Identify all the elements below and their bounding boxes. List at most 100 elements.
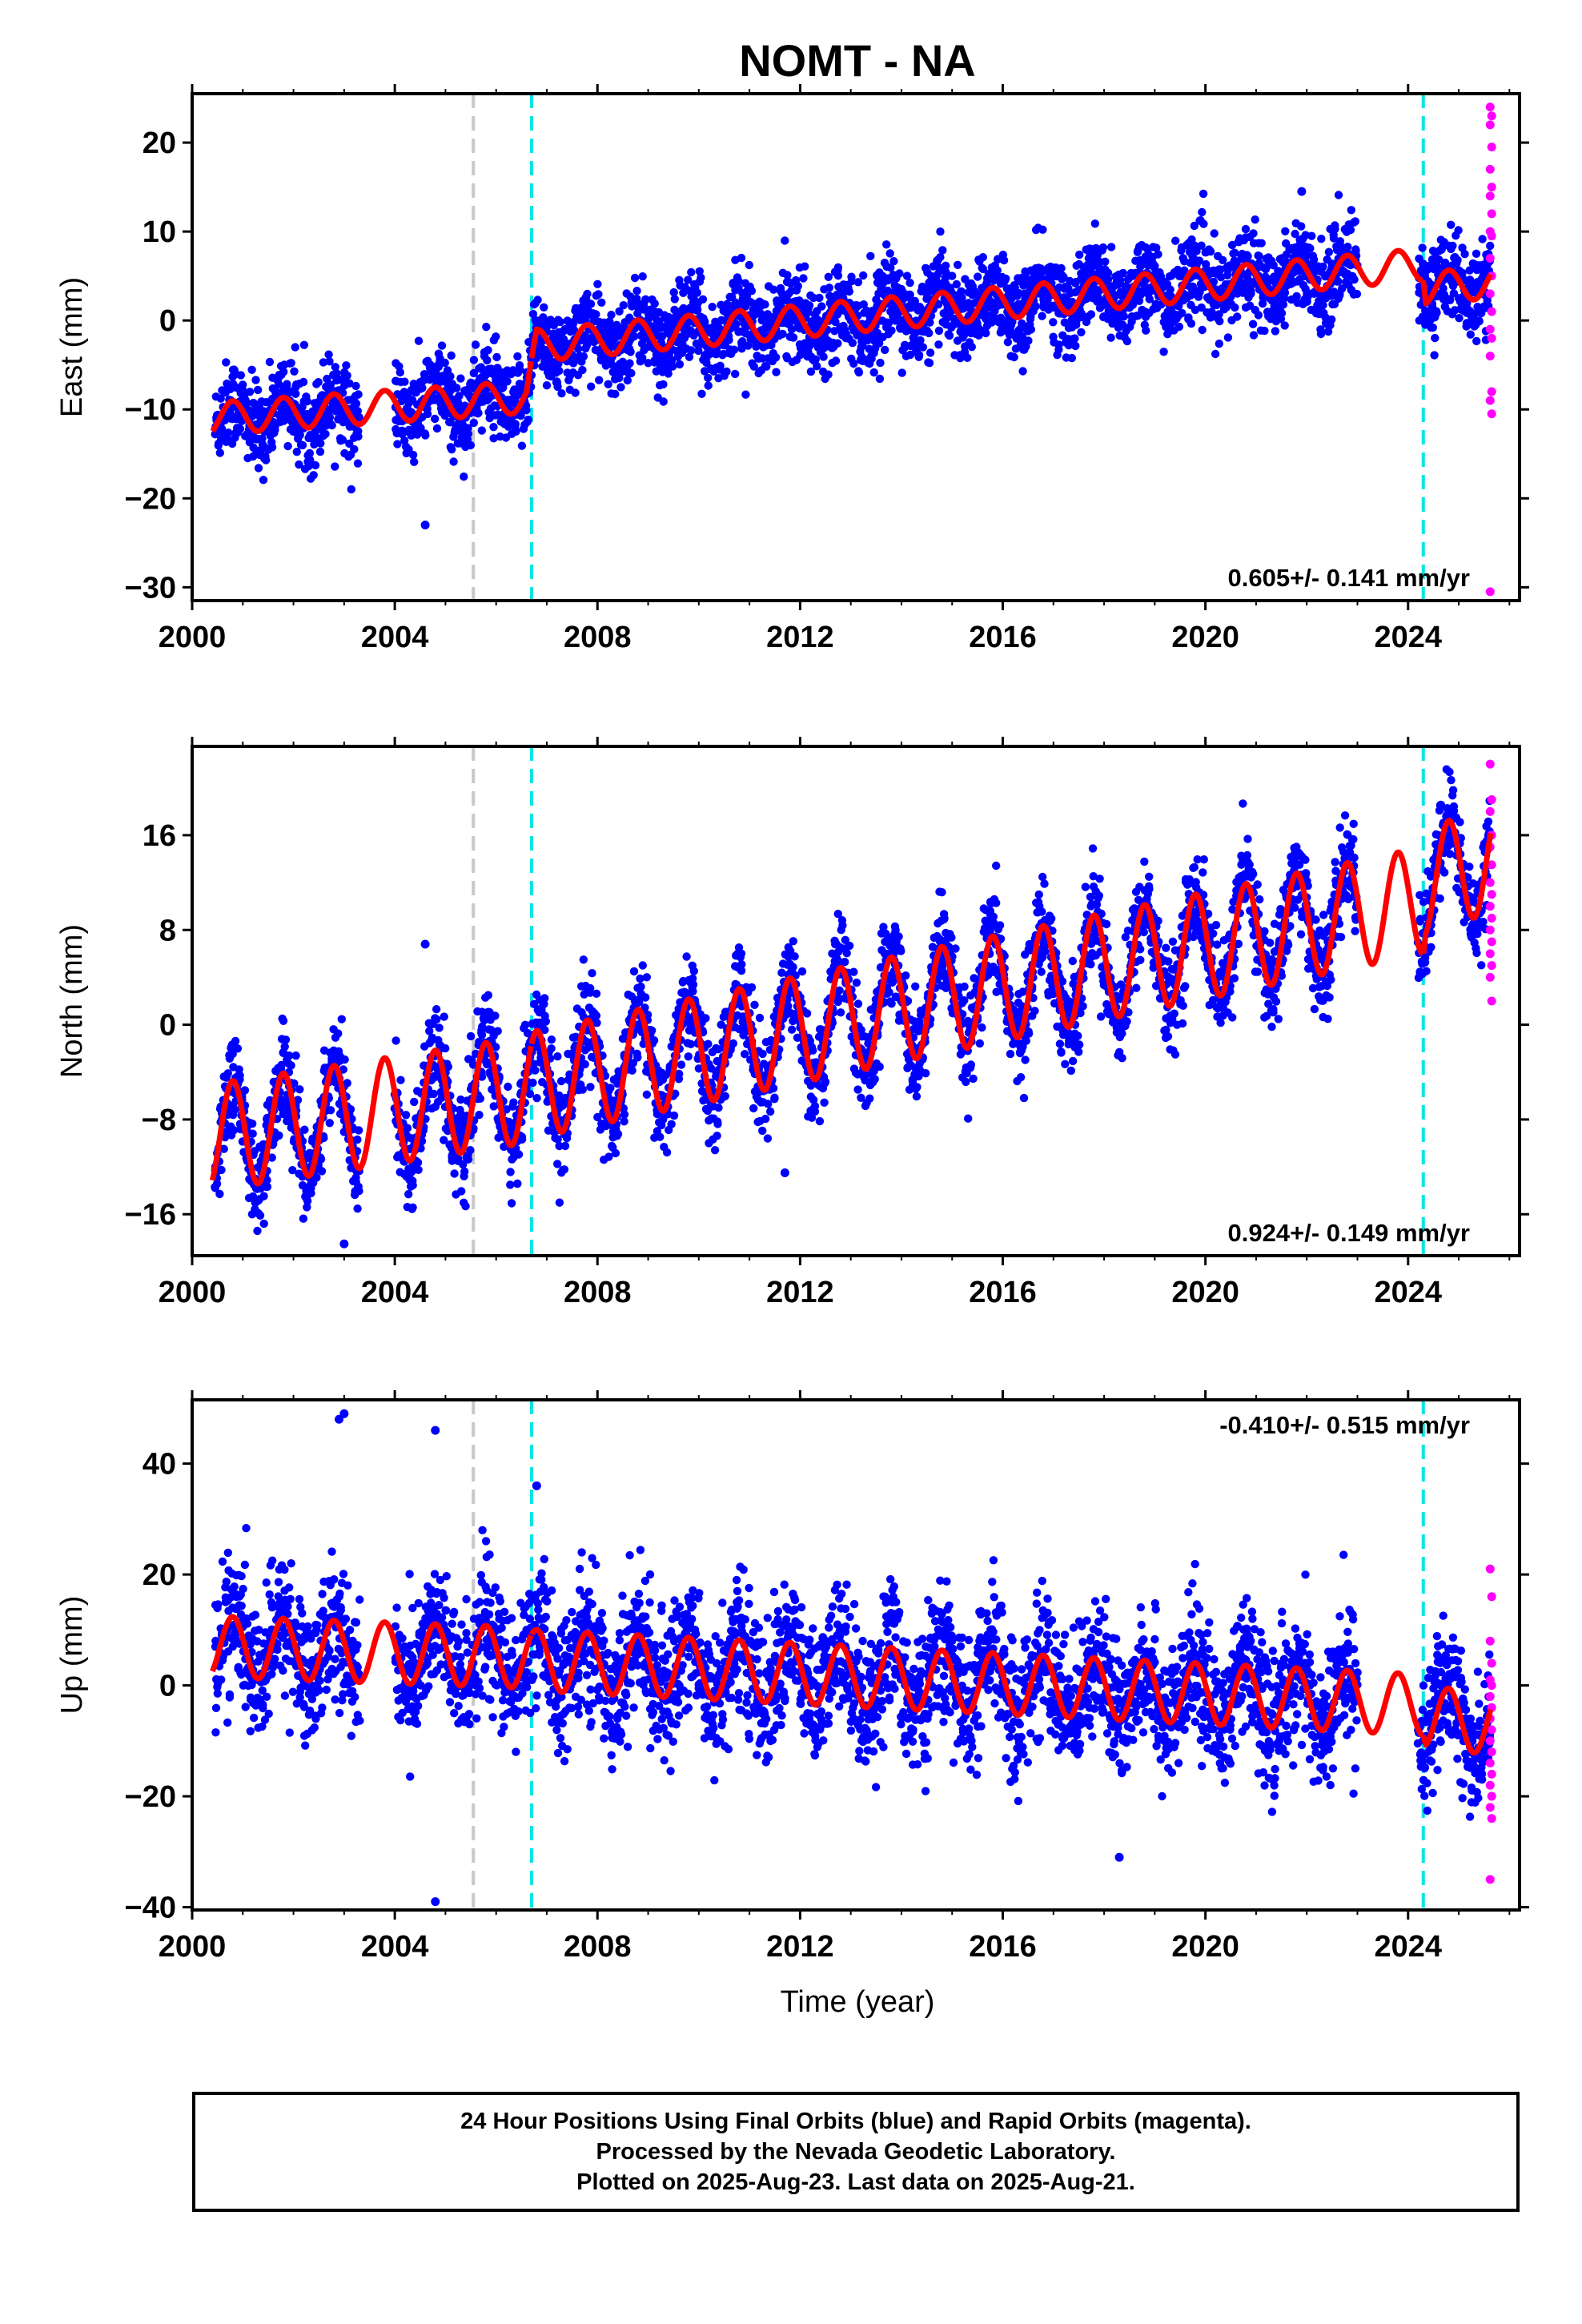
data-point	[1472, 249, 1481, 258]
data-point	[1260, 326, 1269, 336]
data-point	[1297, 222, 1306, 231]
data-point	[1057, 263, 1066, 273]
data-point	[761, 300, 769, 309]
data-point	[731, 369, 740, 379]
data-point	[1038, 312, 1046, 320]
data-point	[337, 1015, 346, 1023]
data-point	[525, 1089, 535, 1099]
data-point	[355, 412, 363, 422]
data-point	[803, 308, 813, 316]
data-point	[1254, 311, 1263, 320]
data-point	[447, 351, 456, 360]
data-point	[1453, 255, 1462, 265]
data-point	[586, 300, 596, 308]
data-point	[295, 431, 304, 440]
data-point	[741, 390, 750, 399]
data-point	[552, 379, 562, 388]
data-point	[580, 1059, 589, 1069]
data-point	[887, 326, 896, 335]
data-point	[978, 264, 988, 274]
data-point	[595, 376, 604, 384]
data-point	[1241, 224, 1251, 234]
data-point	[978, 253, 988, 262]
data-point	[670, 305, 679, 315]
data-point	[945, 331, 954, 340]
data-point	[910, 296, 920, 306]
data-point	[824, 370, 833, 379]
data-point	[504, 1082, 512, 1092]
data-point	[325, 1119, 334, 1128]
data-point	[466, 1146, 475, 1155]
data-point	[556, 317, 565, 327]
data-point	[461, 1202, 470, 1211]
data-point	[638, 272, 647, 281]
data-point	[295, 1085, 304, 1094]
data-point	[916, 336, 925, 345]
data-point	[664, 369, 673, 378]
rapid-point	[1485, 191, 1495, 201]
data-point	[605, 321, 614, 330]
data-point	[882, 240, 891, 249]
data-point	[483, 356, 492, 365]
data-point	[1334, 277, 1343, 286]
data-point	[632, 287, 641, 296]
data-point	[1343, 243, 1352, 251]
data-point	[695, 267, 704, 275]
data-point	[460, 1167, 469, 1176]
data-point	[952, 279, 962, 289]
data-point	[1118, 320, 1127, 329]
data-point	[1280, 321, 1289, 330]
data-point	[540, 303, 548, 312]
data-point	[942, 267, 950, 277]
data-point	[1316, 329, 1326, 339]
data-point	[881, 345, 889, 355]
data-point	[456, 374, 465, 383]
data-point	[279, 368, 288, 376]
data-point	[469, 418, 478, 428]
data-point	[512, 427, 520, 436]
data-point	[858, 341, 867, 350]
plot-area-north	[209, 746, 1496, 1256]
rapid-point	[1487, 209, 1496, 219]
rapid-point	[1487, 231, 1496, 241]
data-point	[642, 1090, 652, 1100]
data-point	[626, 348, 635, 356]
data-point	[999, 255, 1009, 265]
x-tick-label: 2016	[969, 621, 1037, 654]
data-point	[342, 361, 351, 370]
data-point	[687, 346, 696, 355]
data-point	[236, 371, 245, 380]
data-point	[593, 279, 602, 288]
data-point	[418, 384, 427, 392]
data-point	[689, 987, 697, 996]
data-point	[914, 351, 924, 360]
data-point	[393, 440, 402, 448]
data-point	[1249, 229, 1258, 238]
data-point	[1054, 340, 1063, 349]
data-point	[974, 272, 982, 281]
data-point	[247, 365, 256, 374]
data-point	[460, 472, 468, 481]
data-point	[540, 1016, 550, 1026]
data-point	[642, 973, 651, 982]
data-point	[410, 1097, 419, 1107]
outlier-point	[1297, 187, 1307, 196]
data-point	[503, 377, 512, 386]
data-point	[1347, 206, 1356, 215]
data-point	[885, 318, 893, 328]
data-point	[627, 368, 636, 378]
data-point	[684, 275, 693, 284]
rapid-point	[1485, 103, 1495, 112]
data-point	[738, 337, 747, 346]
data-point	[1090, 219, 1100, 228]
data-point	[400, 377, 409, 386]
data-point	[819, 352, 828, 361]
data-point	[737, 949, 746, 959]
data-point	[493, 1027, 502, 1035]
data-point	[560, 1141, 570, 1151]
data-point	[957, 287, 966, 296]
data-point	[1024, 336, 1033, 345]
data-point	[1351, 217, 1360, 226]
data-point	[506, 1180, 515, 1189]
